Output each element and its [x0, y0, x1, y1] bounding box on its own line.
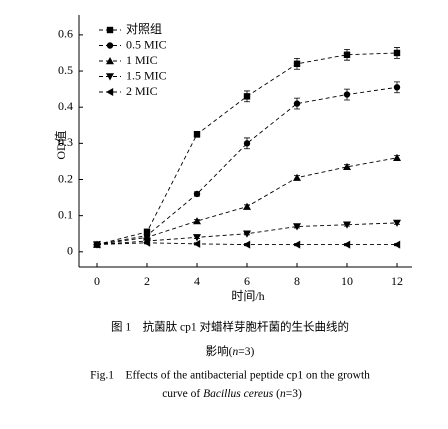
marker	[243, 230, 251, 238]
y-tick-label: 0.4	[58, 99, 73, 113]
marker	[143, 228, 151, 236]
marker	[106, 88, 114, 96]
marker	[106, 42, 114, 49]
caption-cn: 影响(n=3)	[206, 344, 255, 358]
y-tick-label: 0.6	[58, 27, 73, 41]
marker	[393, 219, 401, 227]
marker	[343, 51, 351, 58]
marker	[193, 217, 201, 225]
x-tick-label: 12	[391, 274, 403, 288]
y-tick-label: 0.1	[58, 207, 73, 221]
x-tick-label: 0	[94, 274, 100, 288]
legend-label: 1 MIC	[126, 53, 158, 67]
marker	[293, 173, 301, 181]
y-axis-label: OD值	[53, 130, 68, 159]
marker	[393, 240, 401, 249]
marker	[343, 240, 351, 249]
caption-part: 影响(	[206, 344, 233, 358]
x-tick-label: 4	[194, 274, 200, 288]
marker	[293, 100, 301, 107]
caption-part: =3)	[286, 388, 302, 400]
legend-label: 2 MIC	[126, 84, 158, 98]
caption-part: curve of	[162, 388, 203, 400]
marker	[293, 223, 301, 231]
x-tick-label: 6	[244, 274, 250, 288]
legend-label: 对照组	[126, 22, 162, 36]
marker	[243, 140, 251, 147]
caption-part: Bacillus cereus	[203, 388, 274, 400]
marker	[343, 221, 351, 229]
marker	[343, 162, 351, 171]
caption-en: curve of Bacillus cereus (n=3)	[162, 388, 302, 400]
x-tick-label: 8	[294, 274, 300, 288]
marker	[193, 234, 201, 242]
y-tick-label: 0	[67, 244, 73, 258]
caption-part: n	[280, 388, 286, 400]
marker	[143, 238, 151, 247]
marker	[343, 91, 351, 98]
y-tick-label: 0.5	[58, 63, 73, 77]
marker	[106, 73, 114, 81]
marker	[393, 49, 401, 57]
legend-label: 1.5 MIC	[126, 68, 167, 82]
marker	[193, 190, 201, 198]
marker	[293, 60, 301, 68]
y-tick-label: 0.3	[58, 135, 73, 149]
caption-part: (	[273, 388, 280, 400]
marker	[243, 93, 251, 100]
caption-cn: 图 1 抗菌肽 cp1 对蜡样芽胞杆菌的生长曲线的	[111, 320, 349, 334]
marker	[243, 240, 251, 249]
marker	[393, 153, 401, 162]
marker	[93, 240, 101, 249]
caption-part: =3)	[238, 346, 254, 358]
x-tick-label: 10	[341, 274, 353, 288]
x-tick-label: 2	[144, 274, 150, 288]
caption-part: n	[233, 346, 239, 358]
marker	[393, 84, 401, 91]
legend-label: 0.5 MIC	[126, 37, 167, 51]
caption-en: Fig.1 Effects of the antibacterial pepti…	[90, 370, 370, 382]
marker	[193, 131, 201, 138]
marker	[106, 57, 114, 65]
marker	[193, 239, 201, 248]
y-tick-label: 0.2	[58, 171, 73, 185]
marker	[243, 202, 251, 210]
x-axis-label: 时间/h	[231, 289, 264, 303]
marker	[106, 26, 114, 34]
marker	[293, 240, 301, 249]
